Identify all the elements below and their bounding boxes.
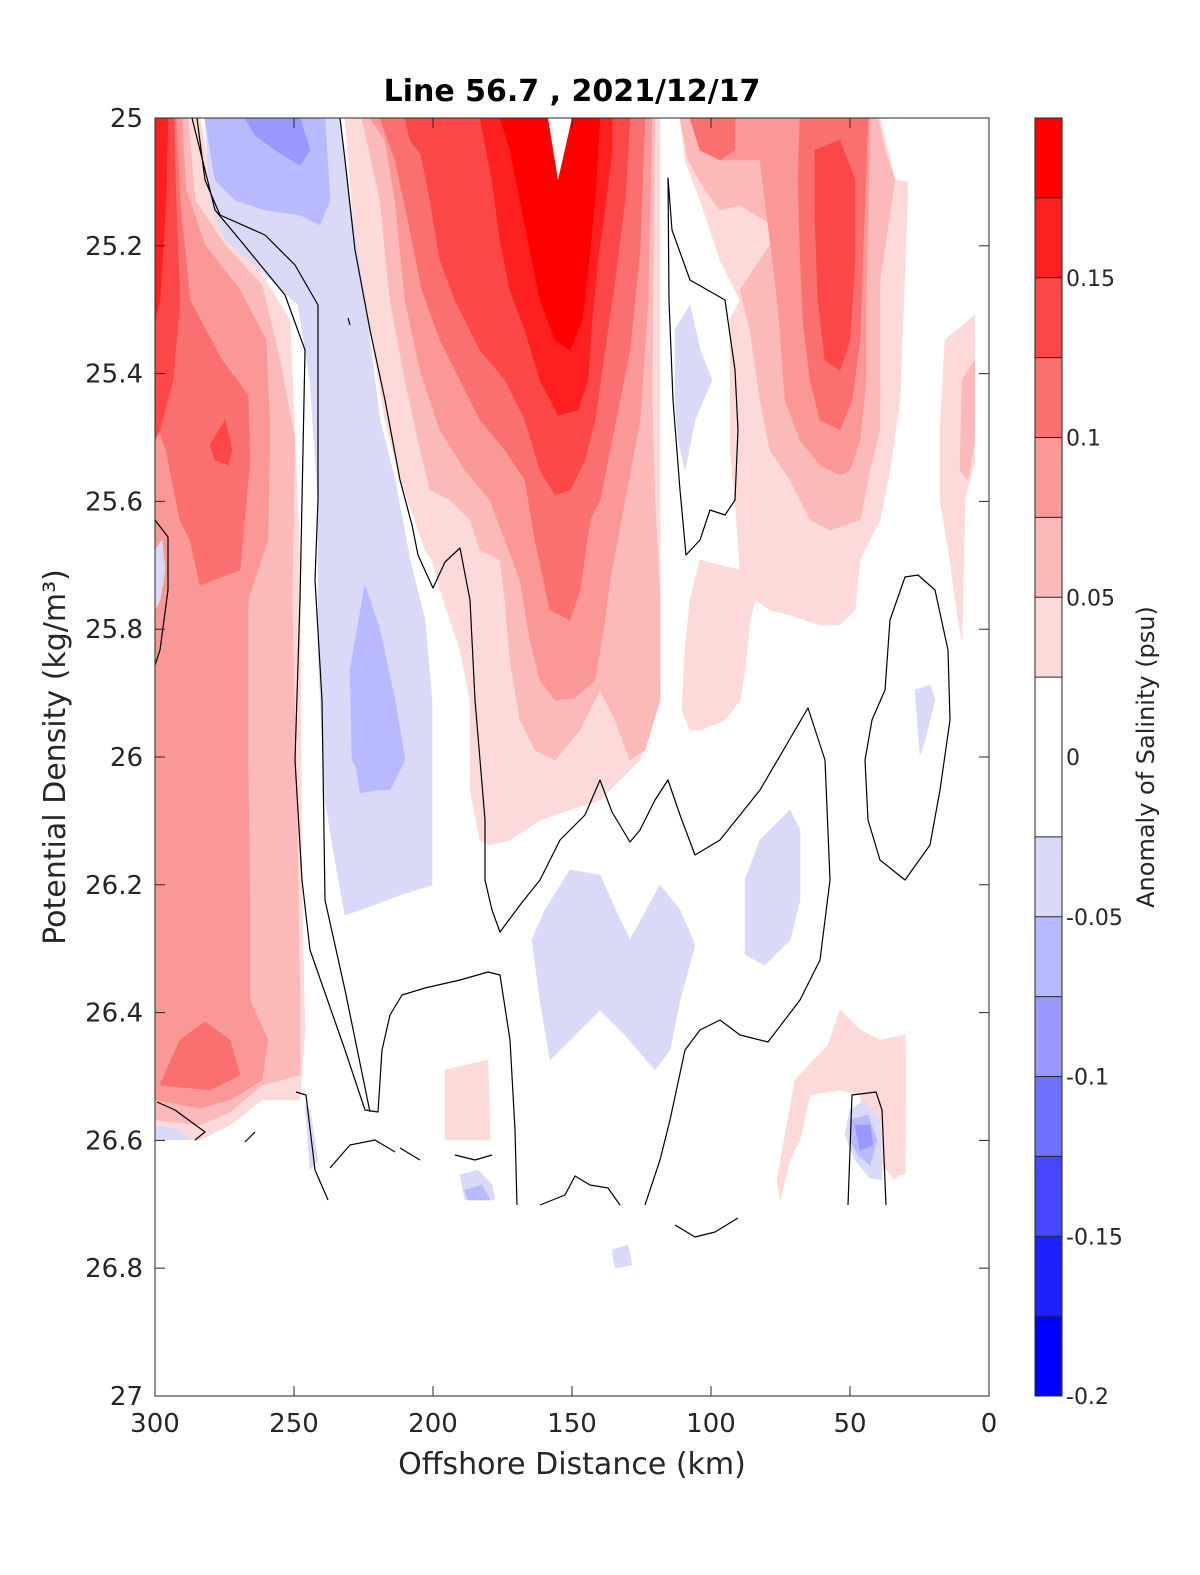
contour-fill-region: [209, 419, 233, 466]
contour-fill-region: [854, 1124, 874, 1151]
x-tick-label: 200: [408, 1409, 458, 1439]
x-tick-label: 250: [269, 1409, 319, 1439]
colorbar-band: [1035, 1236, 1062, 1317]
colorbar-band: [1035, 1076, 1062, 1157]
y-axis-ticks: 25 25.2 25.4 25.6 25.8 26 26.2 26.4 26.6 26.8 27: [85, 104, 989, 1412]
y-axis-label: Potential Density (kg/m³): [38, 569, 73, 945]
x-tick-label: 150: [547, 1409, 597, 1439]
y-tick-label: 25.4: [85, 360, 143, 390]
zero-contour-line: [399, 1147, 421, 1161]
contour-fill-region: [159, 1021, 241, 1091]
contour-fill-region: [464, 1184, 491, 1201]
contour-fill-region: [744, 809, 801, 966]
x-axis-label: Offshore Distance (km): [398, 1447, 746, 1482]
contour-fill-region: [674, 304, 713, 471]
colorbar-tick-label: 0.1: [1066, 427, 1101, 452]
contour-fill-region: [689, 118, 736, 161]
zero-contour-line: [454, 1154, 493, 1161]
colorbar-tick-label: 0: [1066, 746, 1080, 771]
contour-fill-region: [155, 539, 166, 611]
y-tick-label: 25: [110, 104, 143, 134]
y-tick-label: 26.2: [85, 871, 143, 901]
contour-fill-region: [155, 118, 169, 321]
y-tick-label: 27: [110, 1382, 143, 1412]
colorbar-band: [1035, 597, 1062, 678]
y-tick-label: 26: [110, 743, 143, 773]
zero-contour-line: [539, 1175, 621, 1206]
x-tick-label: 0: [981, 1409, 998, 1439]
contour-fill-region: [914, 684, 936, 756]
colorbar-tick-label: -0.2: [1066, 1385, 1109, 1410]
x-tick-label: 300: [130, 1409, 180, 1439]
zero-contour-line: [155, 519, 169, 666]
colorbar-band: [1035, 1316, 1062, 1396]
zero-contour-line: [347, 317, 351, 326]
contour-fill-region: [531, 869, 696, 1071]
contour-fill-region: [959, 359, 979, 481]
colorbar-band: [1035, 517, 1062, 598]
colorbar-tick-label: 0.05: [1066, 586, 1115, 611]
contour-fill-region: [155, 118, 989, 1396]
colorbar-band: [1035, 118, 1062, 198]
zero-contour-line: [295, 1091, 329, 1201]
y-tick-label: 25.6: [85, 487, 143, 517]
zero-contour-line: [339, 118, 831, 1206]
zero-contour-line: [196, 118, 371, 1113]
colorbar-label: Anomaly of Salinity (psu): [1132, 606, 1160, 908]
contour-fill-region: [351, 699, 381, 794]
colorbar-frame: [1034, 117, 1063, 1397]
y-tick-label: 26.6: [85, 1126, 143, 1156]
y-tick-label: 25.2: [85, 232, 143, 262]
colorbar-tick-label: -0.1: [1066, 1066, 1109, 1091]
zero-contour-line: [674, 1217, 739, 1238]
colorbar-band: [1035, 437, 1062, 518]
colorbar-band: [1035, 677, 1062, 837]
colorbar-tick-label: -0.05: [1066, 906, 1123, 931]
contour-fill-layer: [155, 118, 989, 1396]
contour-fill-region: [611, 1244, 633, 1269]
contour-fill-region: [695, 674, 703, 700]
zero-contour-line: [156, 1101, 206, 1141]
colorbar-band: [1035, 197, 1062, 278]
colorbar-band: [1035, 277, 1062, 358]
chart-title: Line 56.7 , 2021/12/17: [384, 74, 761, 109]
x-tick-label: 100: [686, 1409, 736, 1439]
colorbar-band: [1035, 357, 1062, 438]
zero-contour-layer: [155, 118, 951, 1238]
y-tick-label: 26.4: [85, 999, 143, 1029]
y-tick-label: 26.8: [85, 1254, 143, 1284]
contour-fill-region: [444, 1059, 491, 1141]
zero-contour-line: [191, 118, 518, 1206]
x-tick-label: 50: [833, 1409, 866, 1439]
colorbar-tick-label: -0.15: [1066, 1225, 1123, 1250]
y-tick-label: 25.8: [85, 615, 143, 645]
contour-fill-region: [814, 139, 856, 371]
colorbar-band: [1035, 996, 1062, 1077]
zero-contour-line: [847, 1091, 887, 1206]
zero-contour-line: [244, 1131, 256, 1143]
x-axis-ticks: 300 250 200 150 100 50 0: [130, 118, 997, 1439]
contour-fill-region: [244, 118, 311, 166]
colorbar-band: [1035, 916, 1062, 997]
colorbar: 0.15 0.1 0.05 0 -0.05 -0.1 -0.15 -0.2: [1034, 117, 1123, 1410]
colorbar-tick-label: 0.15: [1066, 267, 1115, 292]
contour-fill-region: [404, 118, 456, 166]
zero-contour-line: [329, 1139, 396, 1169]
contour-fill-region: [548, 118, 572, 180]
contour-fill-region: [155, 118, 251, 586]
contour-fill-region: [499, 118, 601, 351]
colorbar-band: [1035, 1156, 1062, 1237]
zero-contour-line: [864, 574, 951, 881]
colorbar-band: [1035, 836, 1062, 917]
zero-contour-line: [667, 177, 739, 556]
